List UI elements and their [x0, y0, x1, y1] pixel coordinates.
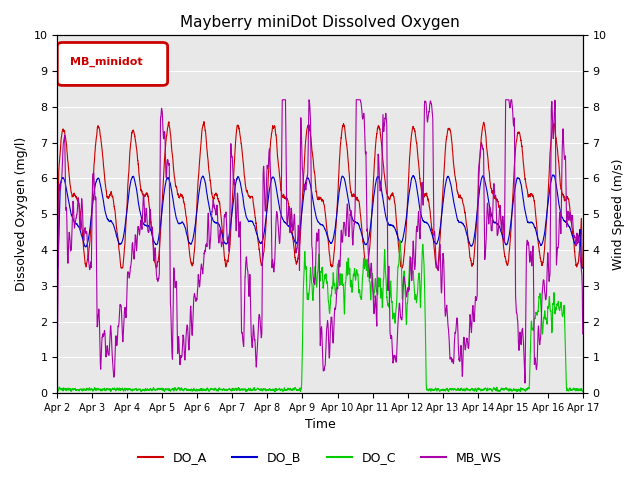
Line: DO_A: DO_A	[57, 121, 583, 268]
DO_B	[53, 265, 61, 271]
DO_A	[579, 265, 586, 271]
DO_B	[549, 172, 557, 178]
MB_WS	[200, 251, 208, 257]
MB_WS	[53, 355, 61, 360]
DO_B	[380, 205, 388, 211]
DO_B	[200, 175, 208, 181]
DO_C	[371, 277, 379, 283]
DO_C	[579, 388, 586, 394]
DO_C	[529, 326, 537, 332]
Line: MB_WS: MB_WS	[57, 100, 583, 383]
Y-axis label: Wind Speed (m/s): Wind Speed (m/s)	[612, 158, 625, 270]
DO_A	[579, 265, 587, 271]
X-axis label: Time: Time	[305, 419, 335, 432]
DO_C	[579, 388, 587, 394]
DO_C	[271, 389, 279, 395]
MB_WS	[380, 123, 388, 129]
DO_A	[380, 172, 388, 178]
Text: MB_minidot: MB_minidot	[70, 57, 143, 67]
FancyBboxPatch shape	[57, 43, 168, 85]
DO_C	[200, 387, 208, 393]
Y-axis label: Dissolved Oxygen (mg/l): Dissolved Oxygen (mg/l)	[15, 137, 28, 291]
DO_B	[529, 221, 536, 227]
MB_WS	[279, 97, 287, 103]
DO_B	[166, 179, 173, 185]
DO_A	[200, 119, 208, 124]
MB_WS	[579, 331, 587, 336]
DO_C	[166, 387, 173, 393]
DO_C	[396, 238, 404, 243]
DO_B	[579, 265, 587, 271]
DO_A	[371, 149, 379, 155]
MB_WS	[579, 315, 586, 321]
MB_WS	[371, 294, 379, 300]
Title: Mayberry miniDot Dissolved Oxygen: Mayberry miniDot Dissolved Oxygen	[180, 15, 460, 30]
MB_WS	[529, 243, 537, 249]
DO_B	[579, 265, 586, 271]
Line: DO_C: DO_C	[57, 240, 583, 392]
DO_A	[166, 126, 173, 132]
DO_C	[380, 257, 388, 263]
Line: DO_B: DO_B	[57, 175, 583, 268]
DO_A	[529, 193, 537, 199]
DO_A	[53, 265, 61, 271]
MB_WS	[166, 228, 173, 234]
DO_B	[371, 185, 379, 191]
MB_WS	[521, 380, 529, 386]
DO_A	[200, 119, 208, 125]
DO_C	[53, 387, 61, 393]
Legend: DO_A, DO_B, DO_C, MB_WS: DO_A, DO_B, DO_C, MB_WS	[133, 446, 507, 469]
